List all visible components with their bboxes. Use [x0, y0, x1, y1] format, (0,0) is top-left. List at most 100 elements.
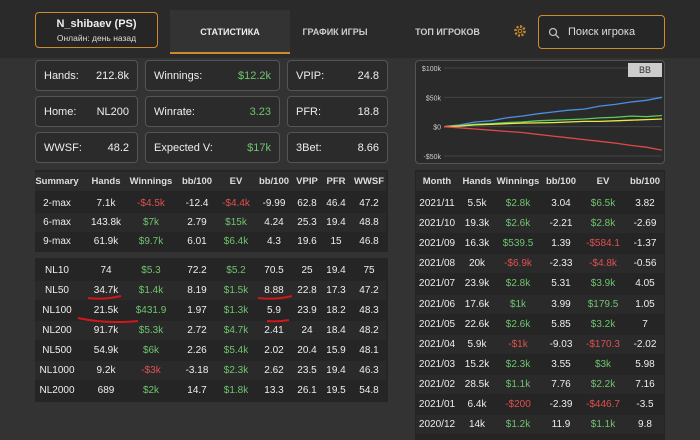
search-placeholder: Поиск игрока — [568, 26, 636, 38]
cell: $3k — [594, 358, 612, 370]
cell: 14k — [468, 419, 486, 431]
cell: 21.5k — [93, 305, 119, 316]
cell: 2.41 — [264, 325, 284, 336]
cell: 7.16 — [635, 378, 655, 390]
cell: 5.85 — [551, 318, 571, 330]
cell: -$4.8k — [589, 258, 617, 270]
cell: $5.4k — [223, 345, 249, 356]
cell: 5.98 — [635, 358, 655, 370]
cell: $7k — [142, 217, 160, 228]
search-box[interactable]: Поиск игрока — [538, 15, 665, 49]
cell: 3.82 — [635, 198, 655, 209]
stat-value: 48.2 — [107, 142, 129, 154]
cell: 4.24 — [264, 217, 284, 228]
cell: 18.4 — [326, 325, 346, 336]
row-bg — [416, 374, 664, 394]
cell: $15k — [225, 217, 247, 228]
cell: 5.31 — [551, 278, 571, 290]
cell: 19.4 — [326, 217, 346, 228]
cell: 3.99 — [551, 298, 571, 310]
cell: 8.19 — [187, 285, 207, 296]
row-bg — [35, 321, 386, 340]
stat-box: Winrate: 3.23 — [145, 96, 280, 127]
stat-box: Hands: 212.8k — [35, 60, 138, 91]
cell: NL500 — [42, 345, 72, 356]
cell: 9.2k — [96, 365, 116, 376]
row-bg — [416, 254, 664, 274]
cell: 11.9 — [551, 419, 571, 431]
cell: 46.4 — [326, 198, 346, 209]
y-tick-label: $100k — [422, 66, 442, 73]
cell: 1.97 — [187, 305, 207, 316]
cell: $539.5 — [502, 238, 534, 250]
cell: 47.2 — [359, 198, 379, 209]
cell: 1.39 — [551, 238, 571, 250]
stat-value: 3.23 — [249, 106, 271, 118]
row-bg — [35, 213, 386, 232]
stat-box: PFR: 18.8 — [287, 96, 388, 127]
cell: $1.8k — [223, 385, 249, 396]
cell: 15.9 — [326, 345, 346, 356]
cell: -$446.7 — [586, 399, 620, 410]
cell: 2021/06 — [418, 298, 456, 310]
stat-label: Home: — [44, 106, 77, 118]
stat-label: Winnings: — [154, 70, 203, 82]
cell: 6.4k — [467, 399, 487, 410]
tab[interactable]: ТОП ИГРОКОВ — [415, 27, 480, 37]
cell: $1.2k — [505, 419, 531, 431]
cell: 23.5 — [297, 365, 317, 376]
tab[interactable]: СТАТИСТИКА — [200, 27, 260, 37]
cell: 17.3 — [326, 285, 346, 296]
settings-icon[interactable] — [513, 24, 527, 38]
cell: $3.2k — [590, 318, 616, 330]
cell: NL10 — [45, 265, 69, 276]
cell: 6.01 — [187, 236, 207, 247]
cell: 2.72 — [187, 325, 207, 336]
cell: 25 — [301, 265, 313, 276]
column-header: EV — [229, 176, 243, 187]
cell: 8.88 — [264, 285, 284, 296]
cell: $2.2k — [590, 378, 616, 390]
cell: 28.5k — [464, 378, 490, 390]
cell: -$200 — [505, 399, 531, 410]
stat-label: WWSF: — [44, 142, 82, 154]
unit-button[interactable]: BB — [628, 63, 662, 77]
profile-status: Онлайн: день назад — [56, 33, 137, 43]
tab[interactable]: ГРАФИК ИГРЫ — [302, 27, 368, 37]
search-icon — [548, 27, 560, 39]
page: N_shibaev (PS) Онлайн: день назад СТАТИС… — [35, 12, 665, 440]
cell: NL2000 — [39, 385, 75, 396]
cell: -2.69 — [633, 218, 657, 230]
profile-box[interactable]: N_shibaev (PS) Онлайн: день назад — [35, 12, 158, 48]
stat-box: VPIP: 24.8 — [287, 60, 388, 91]
cell: 2021/05 — [418, 318, 456, 330]
cell: 70.5 — [264, 265, 284, 276]
cell: -$170.3 — [586, 338, 620, 350]
stat-box: Expected V: $17k — [145, 132, 280, 163]
column-header: Winnings — [129, 176, 173, 187]
cell: 3.55 — [551, 358, 571, 370]
column-header: bb/100 — [629, 176, 661, 187]
cell: $2.3k — [223, 365, 249, 376]
cell: 2.26 — [187, 345, 207, 356]
cell: 15.2k — [464, 358, 490, 370]
y-tick-label: -$50k — [423, 154, 441, 161]
cell: $6.5k — [590, 198, 616, 209]
cell: 13.3 — [264, 385, 284, 396]
cell: 4.3 — [267, 236, 281, 247]
stat-value: 8.66 — [357, 142, 379, 154]
stat-value: 24.8 — [357, 70, 379, 82]
column-header: Winnings — [496, 176, 540, 187]
cell: 7.76 — [551, 378, 571, 390]
column-header: Month — [422, 176, 452, 187]
cell: 17.6k — [464, 298, 490, 310]
active-tab-underline — [170, 52, 290, 54]
cell: $5.2 — [226, 265, 246, 276]
cell: $4.7k — [223, 325, 249, 336]
cell: 48.2 — [359, 325, 379, 336]
cell: 1.05 — [635, 298, 655, 310]
cell: 61.9k — [93, 236, 119, 247]
cell: 34.7k — [93, 285, 119, 296]
cell: $2.6k — [505, 318, 531, 330]
cell: 5.9k — [467, 338, 487, 350]
